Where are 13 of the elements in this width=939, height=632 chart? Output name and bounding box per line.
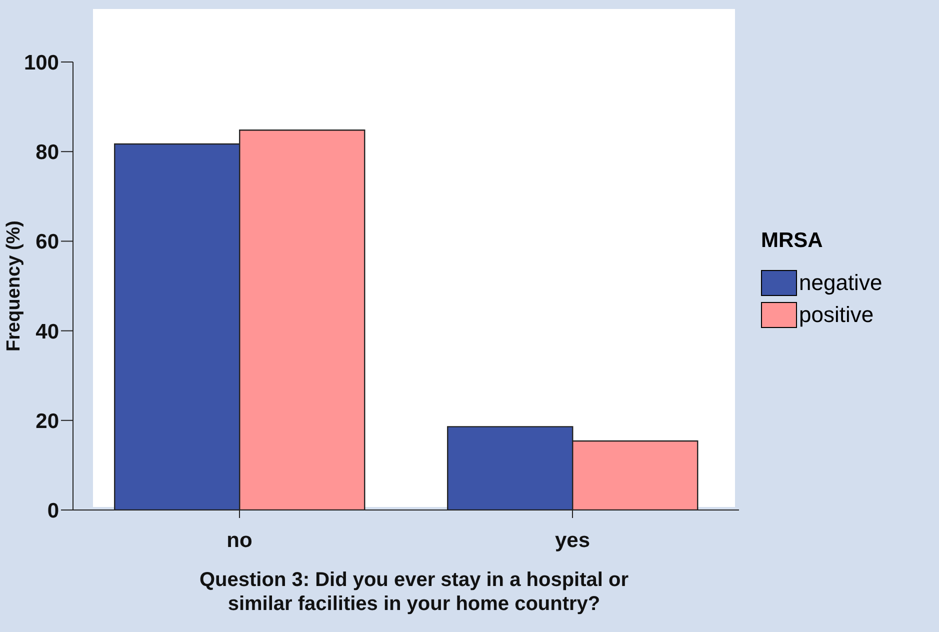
legend-title: MRSA [761, 229, 824, 253]
y-tick-label: 20 [36, 410, 59, 433]
y-tick-label: 100 [24, 51, 59, 74]
y-tick-label: 60 [36, 230, 59, 254]
legend-label: positive [798, 301, 875, 329]
y-tick-label: 80 [36, 141, 59, 164]
x-axis-title: Question 3: Did you ever stay in a hospital or similar facilities in your home country? [198, 568, 630, 616]
x-tick-label: yes [554, 528, 590, 552]
y-tick-label: 40 [36, 320, 59, 344]
y-axis-title: Frequency (%) [4, 220, 25, 352]
y-tick-label: 0 [47, 499, 59, 522]
legend-label: negative [798, 269, 884, 297]
x-tick-label: no [226, 528, 252, 552]
